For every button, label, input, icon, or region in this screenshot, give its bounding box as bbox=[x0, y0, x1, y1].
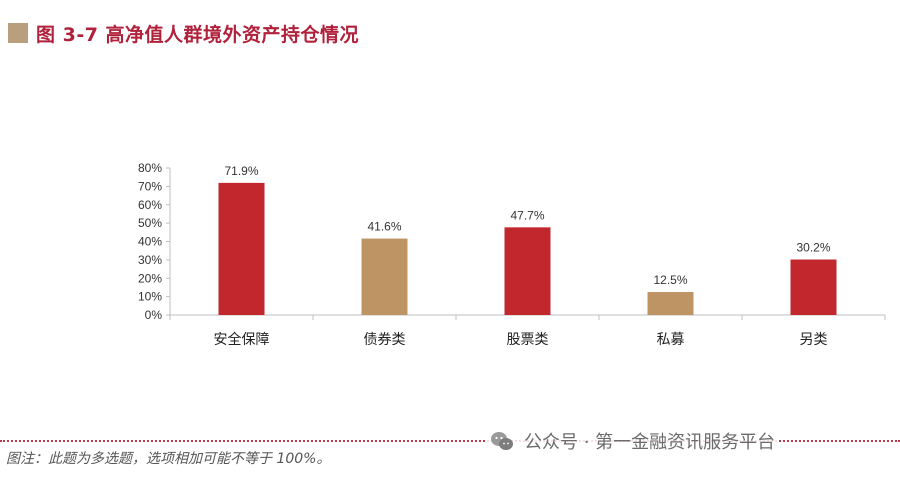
y-tick-label: 30% bbox=[138, 253, 162, 267]
data-label: 12.5% bbox=[653, 273, 687, 287]
y-tick-label: 70% bbox=[138, 179, 162, 193]
category-label: 另类 bbox=[800, 332, 828, 348]
watermark: 公众号 · 第一金融资讯服务平台 bbox=[486, 428, 780, 454]
chart-title: 图 3-7 高净值人群境外资产持仓情况 bbox=[36, 23, 360, 46]
category-label: 私募 bbox=[657, 332, 685, 348]
data-label: 71.9% bbox=[224, 164, 258, 178]
title-marker bbox=[8, 23, 28, 43]
category-label: 安全保障 bbox=[214, 331, 270, 348]
category-label: 股票类 bbox=[507, 332, 549, 348]
data-label: 41.6% bbox=[367, 220, 401, 234]
y-tick-label: 80% bbox=[138, 161, 162, 175]
bar bbox=[361, 238, 408, 315]
bar bbox=[790, 259, 837, 315]
watermark-text: 公众号 · 第一金融资讯服务平台 bbox=[524, 432, 776, 453]
figure-note: 图注：此题为多选题，选项相加可能不等于 100%。 bbox=[6, 451, 331, 467]
bar bbox=[504, 227, 551, 315]
category-label: 债券类 bbox=[364, 332, 406, 348]
y-tick-label: 10% bbox=[138, 290, 162, 304]
bar-chart: 0% 10% 20% 30% 40% 50% 60% 70% 80% 71.9% 安全保障 41.6%… bbox=[138, 161, 886, 348]
data-label: 47.7% bbox=[510, 208, 544, 222]
divider-dotted-line bbox=[0, 440, 900, 442]
y-tick-label: 60% bbox=[138, 198, 162, 212]
y-tick-label: 50% bbox=[138, 216, 162, 230]
y-tick-label: 0% bbox=[145, 308, 163, 322]
y-tick-label: 40% bbox=[138, 235, 162, 249]
data-label: 30.2% bbox=[796, 241, 830, 255]
bar bbox=[218, 182, 265, 315]
wechat-icon bbox=[491, 432, 513, 450]
chart-title-row: 图 3-7 高净值人群境外资产持仓情况 bbox=[8, 20, 359, 46]
bar bbox=[647, 292, 694, 315]
y-tick-label: 20% bbox=[138, 271, 162, 285]
